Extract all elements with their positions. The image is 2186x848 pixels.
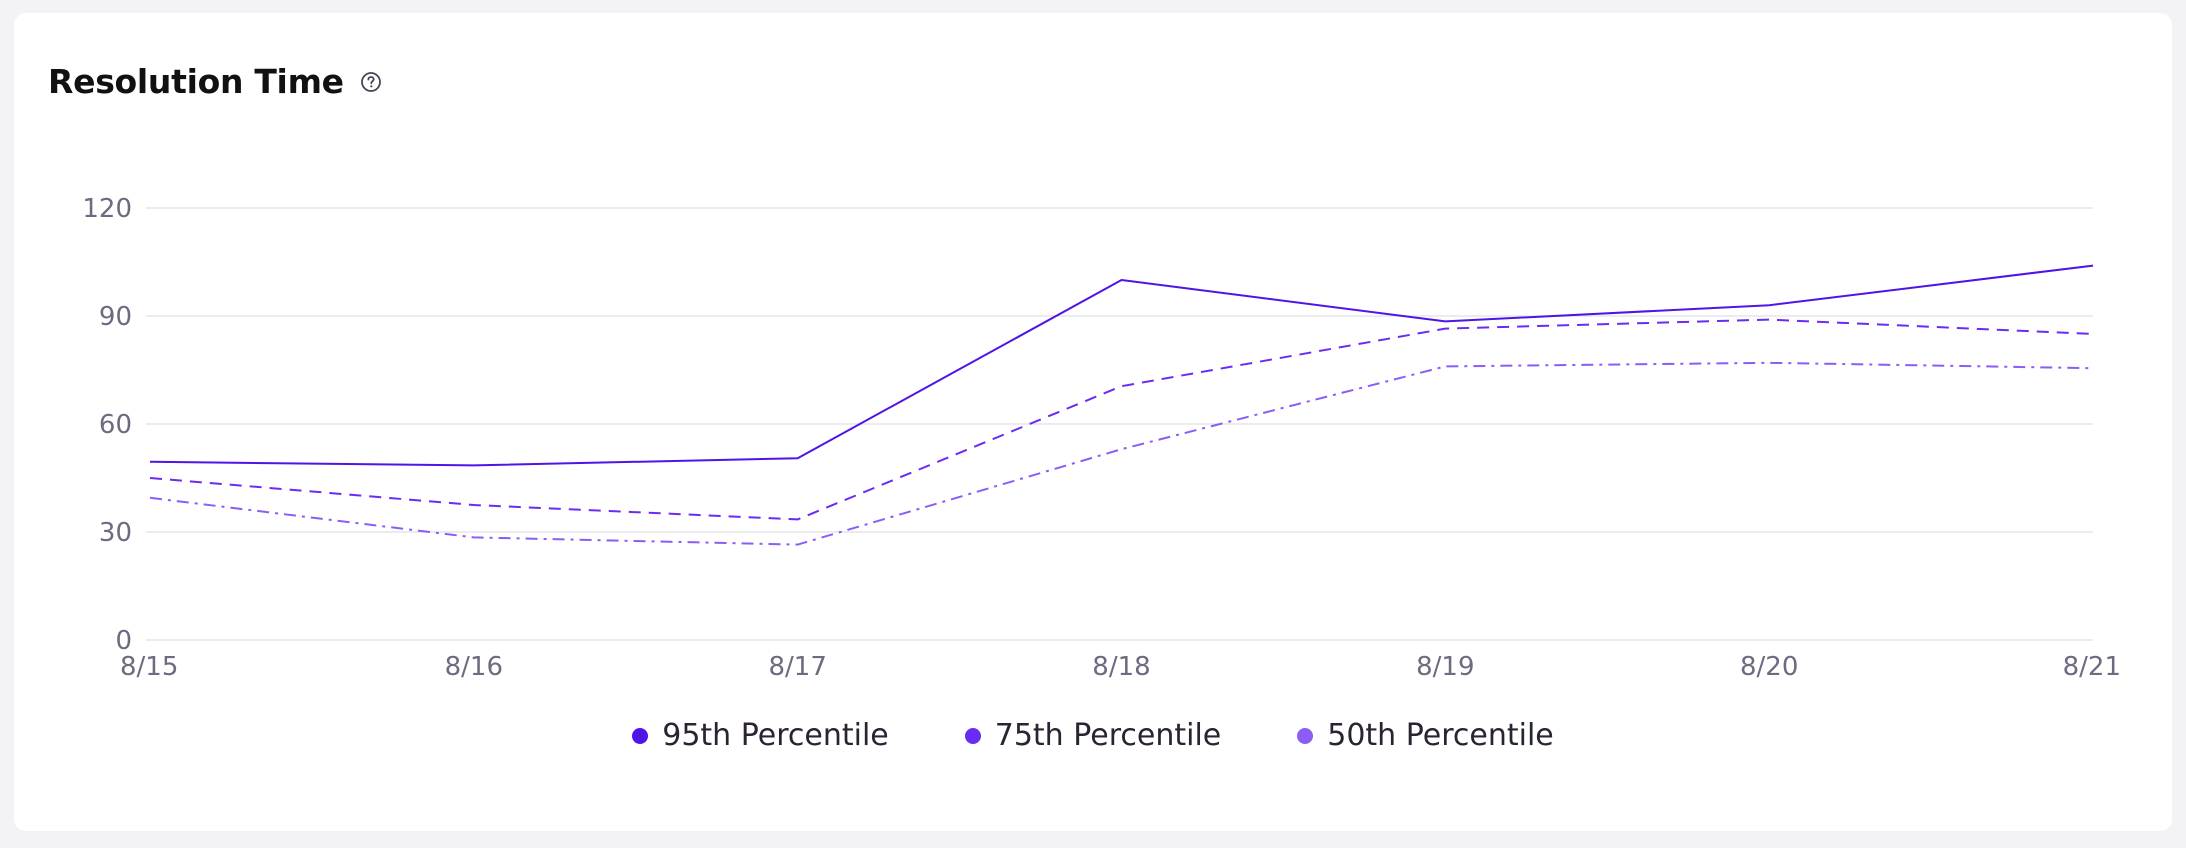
legend-label-50th: 50th Percentile (1327, 718, 1554, 753)
legend-dot-95th (632, 727, 649, 744)
series-line-75th[interactable] (149, 318, 2094, 521)
y-tick-label-0: 0 (115, 626, 132, 656)
series-lines (149, 264, 2094, 546)
x-tick-label-8-17: 8/17 (768, 652, 826, 682)
chart-title: Resolution Time (48, 62, 344, 101)
y-tick-label-60: 60 (99, 410, 132, 440)
card-header: Resolution Time (48, 62, 382, 101)
x-tick-label-8-18: 8/18 (1092, 652, 1150, 682)
series-line-50th[interactable] (149, 361, 2094, 546)
series-line-95th[interactable] (149, 264, 2094, 467)
grid-lines (146, 207, 2093, 641)
legend-dot-50th (1297, 727, 1314, 744)
chart-legend: 95th Percentile 75th Percentile 50th Per… (0, 718, 2186, 753)
legend-dot-75th (964, 727, 981, 744)
legend-item-50th[interactable]: 50th Percentile (1297, 718, 1554, 753)
legend-label-95th: 95th Percentile (662, 718, 889, 753)
question-circle-icon[interactable] (360, 71, 382, 93)
legend-item-75th[interactable]: 75th Percentile (964, 718, 1222, 753)
x-tick-label-8-20: 8/20 (1740, 652, 1798, 682)
legend-label-75th: 75th Percentile (994, 718, 1222, 753)
y-tick-label-90: 90 (99, 302, 132, 332)
x-tick-label-8-15: 8/15 (120, 652, 178, 682)
x-tick-label-8-21: 8/21 (2063, 652, 2121, 682)
legend-item-95th[interactable]: 95th Percentile (632, 718, 889, 753)
y-axis-ticks: 0 30 60 90 120 (82, 194, 132, 656)
resolution-time-card (14, 13, 2172, 831)
y-tick-label-120: 120 (82, 194, 132, 224)
y-tick-label-30: 30 (99, 518, 132, 548)
x-tick-label-8-16: 8/16 (445, 652, 503, 682)
x-axis-ticks: 8/15 8/16 8/17 8/18 8/19 8/20 8/21 (120, 652, 2121, 682)
x-tick-label-8-19: 8/19 (1416, 652, 1474, 682)
